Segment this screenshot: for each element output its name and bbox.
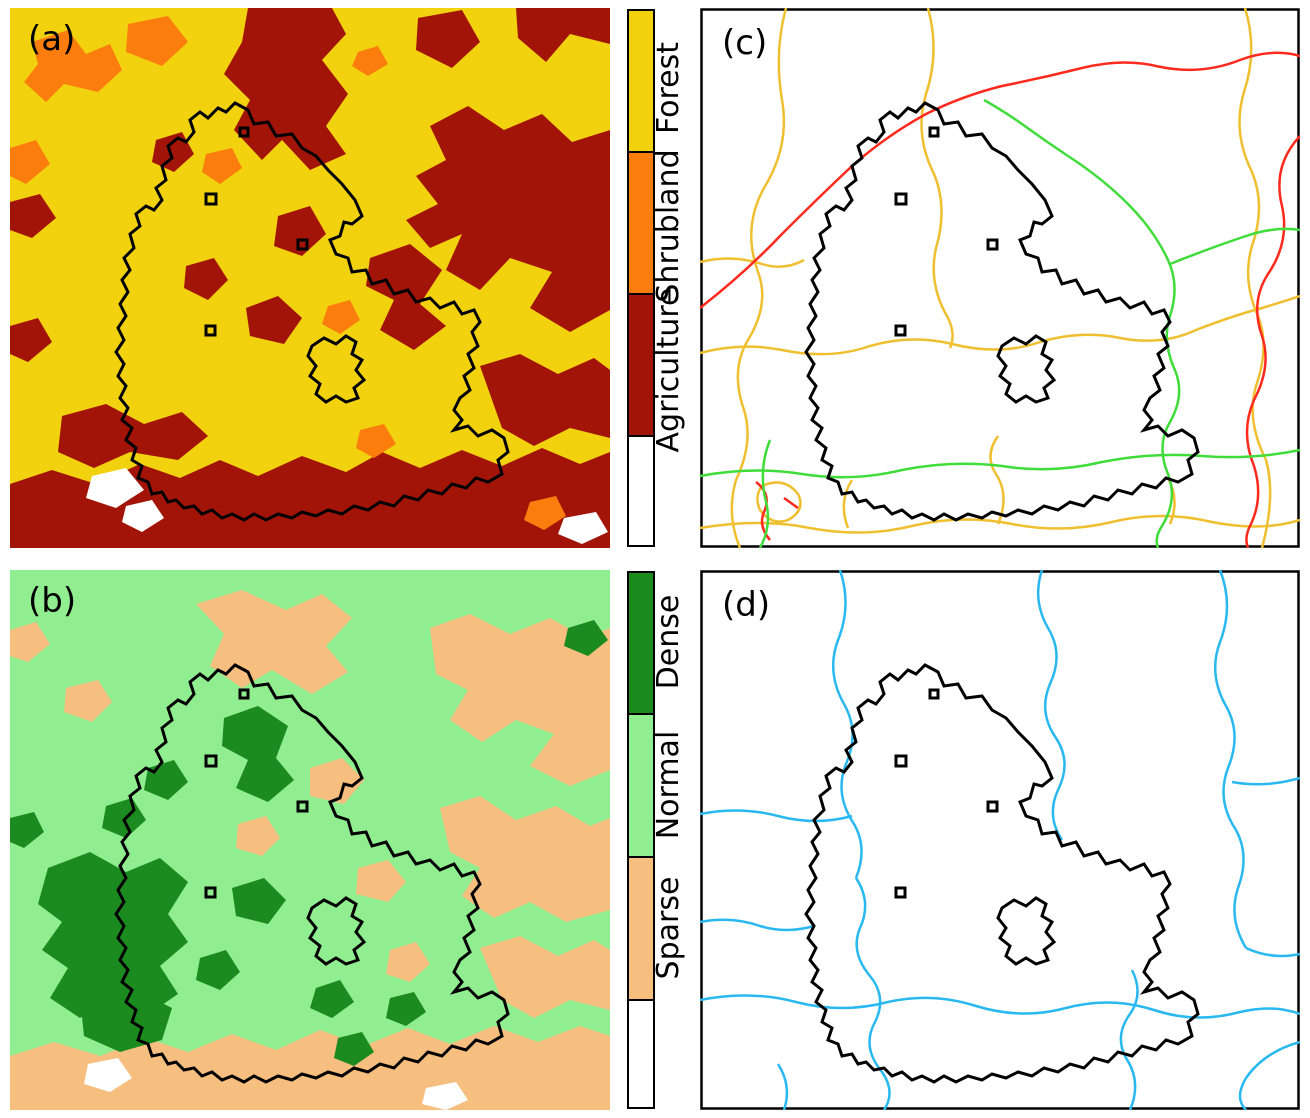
legend-density-labels: Dense Normal Sparse bbox=[651, 595, 686, 980]
shrubland-patches bbox=[10, 16, 566, 530]
panel-d-label: (d) bbox=[722, 585, 770, 625]
dense-label: Dense bbox=[651, 595, 686, 690]
panel-b-label: (b) bbox=[28, 581, 76, 621]
normal-swatch bbox=[627, 713, 655, 858]
agriculture-patches bbox=[10, 8, 610, 548]
forest-label: Forest bbox=[651, 42, 686, 134]
blank-swatch bbox=[627, 999, 655, 1109]
panel-d-frame bbox=[700, 570, 1300, 1110]
forest-swatch bbox=[627, 9, 655, 153]
panel-a-landcover-map: (a) bbox=[10, 8, 610, 548]
panel-d-rivers-map: (d) bbox=[700, 570, 1300, 1110]
agriculture-label: Agriculture bbox=[651, 288, 686, 453]
dense-patches bbox=[10, 620, 608, 1066]
panel-c-roads-map: (c) bbox=[700, 8, 1300, 548]
blank-patches bbox=[84, 1058, 468, 1110]
legend-density-colorbar bbox=[627, 571, 655, 1109]
legend-landcover-colorbar bbox=[627, 9, 655, 547]
legend-landcover-labels: Forest Shrubland Agriculture bbox=[651, 42, 686, 453]
panel-a-label: (a) bbox=[28, 19, 75, 59]
panel-c-label: (c) bbox=[722, 23, 767, 63]
legend-landcover: Forest Shrubland Agriculture bbox=[626, 8, 698, 548]
shrubland-swatch bbox=[627, 151, 655, 295]
normal-label: Normal bbox=[651, 731, 686, 840]
river-lines bbox=[700, 570, 1300, 1110]
sparse-label: Sparse bbox=[651, 877, 686, 980]
panel-b-density-map: (b) bbox=[10, 570, 610, 1110]
legend-density: Dense Normal Sparse bbox=[626, 570, 698, 1110]
blank-swatch bbox=[627, 435, 655, 547]
dense-swatch bbox=[627, 571, 655, 715]
gold-lines bbox=[700, 8, 1300, 548]
unclassified-patches bbox=[86, 468, 608, 544]
shrubland-label: Shrubland bbox=[651, 149, 686, 302]
green-lines bbox=[700, 98, 1300, 548]
